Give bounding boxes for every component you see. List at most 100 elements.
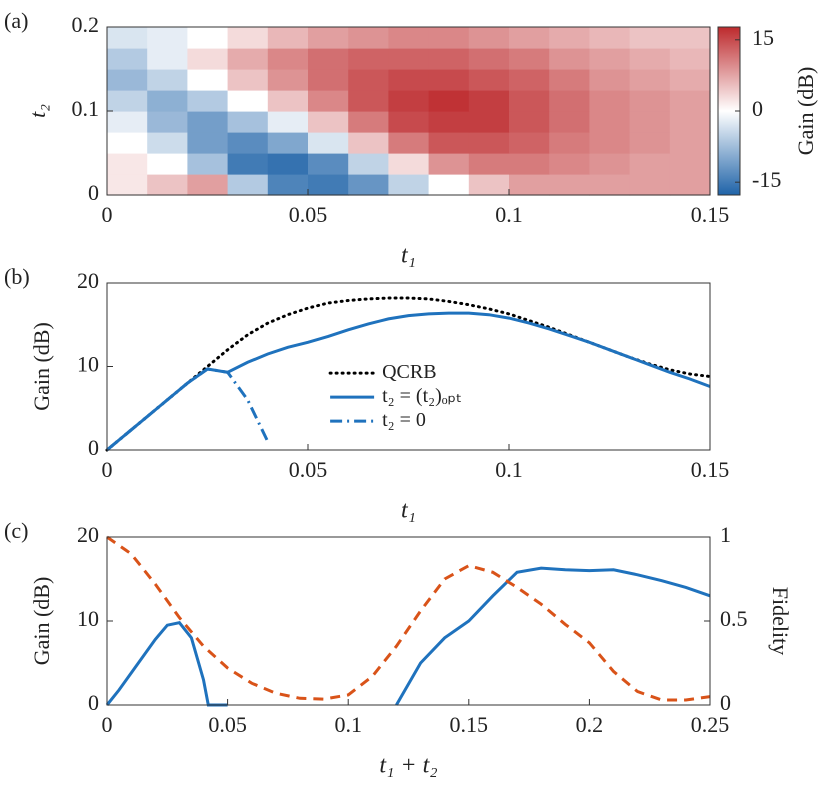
line-series <box>106 367 270 452</box>
heat-cell <box>669 48 711 70</box>
heat-cell <box>147 153 188 175</box>
y-axis-label: Gain (dB) <box>29 577 54 666</box>
legend-label: QCRB <box>382 361 436 383</box>
heat-cell <box>308 132 349 154</box>
x-tick-label: 0.15 <box>691 202 730 227</box>
heat-cell <box>187 174 229 196</box>
heat-cell <box>629 69 671 91</box>
heat-cell <box>267 48 309 70</box>
heat-cell <box>388 90 430 112</box>
heat-cell <box>549 27 590 49</box>
heat-cell <box>589 132 631 154</box>
heat-cell <box>147 69 188 91</box>
heat-cell <box>509 111 550 133</box>
heat-cell <box>509 90 550 112</box>
heat-cell <box>388 174 430 196</box>
heat-cell <box>509 27 550 49</box>
heat-cell <box>308 174 349 196</box>
colorbar-tick-label: 15 <box>752 25 774 50</box>
heat-cell <box>428 174 470 196</box>
heat-cell <box>549 90 590 112</box>
heat-cell <box>227 132 269 154</box>
heat-cell <box>187 90 229 112</box>
heat-cell <box>388 132 430 154</box>
y2-tick-label: 1 <box>720 522 731 547</box>
heat-cell <box>428 48 470 70</box>
heat-cell <box>187 132 229 154</box>
heat-cell <box>227 174 269 196</box>
x-axis-label: t₁ + t₂ <box>379 753 437 779</box>
heat-cell <box>308 111 349 133</box>
heat-cell <box>549 69 590 91</box>
heat-cell <box>348 132 389 154</box>
line-series <box>106 535 711 702</box>
heat-cell <box>348 111 389 133</box>
y2-tick-label: 0.5 <box>720 606 748 631</box>
heat-cell <box>107 90 148 112</box>
line-series <box>105 566 711 707</box>
heat-cell <box>388 27 430 49</box>
x-tick-label: 0.25 <box>691 712 730 737</box>
heat-cell <box>187 69 229 91</box>
heat-cell <box>428 90 470 112</box>
x-tick-label: 0.15 <box>450 712 489 737</box>
heat-cell <box>187 27 229 49</box>
heat-cell <box>669 174 711 196</box>
heat-cell <box>589 174 631 196</box>
heat-cell <box>669 132 711 154</box>
heat-cell <box>187 48 229 70</box>
heat-cell <box>589 111 631 133</box>
heat-cell <box>187 111 229 133</box>
heat-cell <box>629 48 671 70</box>
heat-cell <box>509 132 550 154</box>
heat-cell <box>509 174 550 196</box>
heat-cell <box>107 132 148 154</box>
heat-cell <box>549 174 590 196</box>
axes-box <box>106 26 711 196</box>
heat-cell <box>669 111 711 133</box>
heat-cell <box>348 69 389 91</box>
heat-cell <box>107 27 148 49</box>
heat-cell <box>348 153 389 175</box>
heat-cell <box>147 48 188 70</box>
y-tick-label: 20 <box>77 522 99 547</box>
heat-cell <box>468 111 510 133</box>
heat-cell <box>549 132 590 154</box>
colorbar-label: Gain (dB) <box>793 67 818 156</box>
heat-cell <box>147 27 188 49</box>
heat-cell <box>348 48 389 70</box>
heat-cell <box>107 111 148 133</box>
heat-cell <box>509 69 550 91</box>
heat-cell <box>629 132 671 154</box>
colorbar-tick-label: 0 <box>752 96 763 121</box>
heat-cell <box>549 48 590 70</box>
heat-cell <box>468 90 510 112</box>
heat-cell <box>669 69 711 91</box>
heat-cell <box>589 69 631 91</box>
x-tick-label: 0.1 <box>495 457 523 482</box>
heat-cell <box>267 69 309 91</box>
heat-cell <box>267 111 309 133</box>
x-tick-label: 0.05 <box>289 457 328 482</box>
heat-cell <box>468 27 510 49</box>
x-tick-label: 0 <box>102 712 113 737</box>
panel-label: (c) <box>4 518 28 543</box>
heat-cell <box>509 153 550 175</box>
heat-cell <box>308 153 349 175</box>
axes-box <box>106 282 711 451</box>
heat-cell <box>107 153 148 175</box>
heat-cell <box>468 48 510 70</box>
y-tick-label: 20 <box>77 268 99 293</box>
heat-cell <box>227 90 269 112</box>
x-tick-label: 0.05 <box>208 712 247 737</box>
heat-cell <box>589 27 631 49</box>
heat-cell <box>509 48 550 70</box>
y-tick-label: 0 <box>88 180 99 205</box>
heat-cell <box>227 48 269 70</box>
heat-cell <box>468 69 510 91</box>
heat-cell <box>388 48 430 70</box>
heat-cell <box>147 132 188 154</box>
y-tick-label: 0 <box>88 435 99 460</box>
heat-cell <box>308 48 349 70</box>
x-axis-label: t₁ <box>401 243 416 269</box>
